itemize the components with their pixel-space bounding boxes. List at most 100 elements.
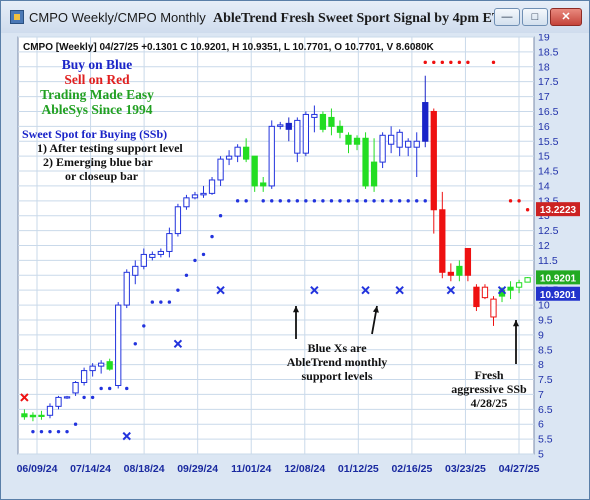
blue-stop-dot: [278, 199, 282, 203]
blue-stop-dot: [39, 429, 44, 434]
blue-stop-dot: [415, 199, 419, 203]
monthly-support-x: [122, 431, 131, 441]
candle-body: [98, 362, 105, 367]
blue-stop-dot: [338, 199, 342, 203]
y-tick-label: 11.5: [538, 255, 558, 267]
candle-body: [132, 265, 139, 276]
blue-stop-dot: [150, 300, 155, 304]
candle-body: [302, 113, 309, 154]
y-tick-label: 8.5: [538, 344, 553, 356]
red-stop-dot: [517, 199, 521, 203]
candle-body: [464, 247, 472, 276]
blue-stop-dot: [363, 199, 368, 203]
y-tick-label: 6: [538, 419, 544, 431]
blue-stop-dot: [389, 199, 393, 203]
y-tick-label: 19: [538, 34, 550, 44]
candle-body: [490, 298, 497, 318]
price-badge: [536, 286, 580, 301]
close-button[interactable]: ✕: [550, 8, 582, 26]
candle-body: [456, 265, 463, 276]
fresh-ssb-annotation: aggressive SSb: [451, 382, 527, 396]
chart-title: AbleTrend Fresh Sweet Sport Signal by 4p…: [212, 11, 502, 26]
monthly-support-x: [173, 339, 183, 348]
y-tick-label: 9: [538, 329, 544, 341]
red-stop-dot: [457, 60, 462, 65]
blue-stop-dot: [406, 199, 410, 203]
x-tick-label: 08/18/24: [124, 463, 165, 475]
price-badge: [536, 202, 580, 217]
blue-stop-dot: [201, 252, 206, 257]
candle-body: [413, 140, 420, 148]
blue-stop-dot: [31, 429, 35, 434]
ssb-note-line: 2) Emerging blue bar: [43, 155, 153, 169]
legend-text: Sell on Red: [64, 72, 130, 87]
blue-stop-dot: [346, 199, 351, 203]
candle-body: [46, 405, 54, 416]
blue-stop-dot: [312, 199, 317, 203]
annotation-arrow: [512, 320, 520, 364]
legend-text: AbleSys Since 1994: [41, 102, 152, 117]
candle-body: [174, 206, 182, 235]
candle-body: [106, 361, 113, 370]
y-tick-label: 17.5: [538, 76, 559, 88]
candle-body: [208, 179, 216, 194]
price-badge: [536, 270, 580, 285]
blue-stop-dot: [218, 214, 223, 218]
ohlc-info-line: CMPO [Weekly] 04/27/25 +0.1301 C 10.9201…: [23, 42, 435, 53]
blue-stop-dot: [142, 324, 146, 328]
candle-body: [285, 122, 292, 130]
candle-body: [336, 125, 344, 133]
window-title: CMPO Weekly/CMPO Monthly AbleTrend Fresh…: [29, 10, 501, 27]
blue-stop-dot: [184, 273, 189, 277]
blue-stop-dot: [73, 422, 78, 426]
fresh-ssb-annotation: Fresh: [474, 368, 503, 382]
monthly-support-x: [446, 285, 456, 295]
blue-stop-dot: [210, 234, 214, 239]
candle-body: [387, 134, 395, 145]
blue-stop-dot: [397, 199, 402, 203]
candle-body: [243, 146, 250, 160]
chart-area[interactable]: 55.566.577.588.599.51010.51111.51212.513…: [9, 34, 583, 497]
blue-stop-dot: [125, 386, 129, 391]
legend-text: Trading Made Easy: [40, 87, 154, 102]
blue-stop-dot: [90, 395, 95, 400]
x-tick-label: 01/12/25: [338, 463, 379, 475]
y-tick-label: 8: [538, 359, 544, 371]
minimize-button[interactable]: —: [494, 8, 520, 26]
y-tick-label: 18: [538, 61, 550, 73]
candle-body: [439, 209, 446, 273]
y-tick-label: 5.5: [538, 434, 553, 446]
candle-body: [319, 113, 327, 130]
x-tick-label: 03/23/25: [445, 463, 486, 475]
maximize-button[interactable]: □: [522, 8, 548, 26]
blue-xs-annotation: Blue Xs are: [307, 341, 367, 355]
candle-body: [21, 413, 28, 418]
candle-body: [89, 365, 96, 372]
candle-body: [63, 396, 71, 399]
candle-body: [473, 286, 480, 308]
candle-body: [268, 125, 275, 187]
y-tick-label: 7.5: [538, 374, 553, 386]
candle-body: [115, 304, 122, 386]
monthly-support-x: [361, 285, 370, 295]
y-tick-label: 18.5: [538, 46, 559, 58]
candle-body: [29, 414, 37, 418]
ssb-note-line: Sweet Spot for Buying (SSb): [22, 127, 167, 141]
candle-body: [234, 146, 241, 157]
candle-body: [507, 286, 514, 291]
x-tick-label: 09/29/24: [177, 463, 218, 475]
price-chart[interactable]: 55.566.577.588.599.51010.51111.51212.513…: [9, 34, 583, 497]
x-tick-label: 02/16/25: [391, 463, 432, 475]
blue-stop-dot: [287, 199, 291, 203]
blue-stop-dot: [48, 429, 52, 434]
blue-stop-dot: [355, 199, 359, 203]
blue-stop-dot: [65, 429, 69, 434]
y-tick-label: 14: [538, 180, 550, 192]
candle-body: [225, 155, 233, 160]
blue-stop-dot: [270, 199, 274, 203]
y-tick-label: 13: [538, 210, 550, 222]
y-tick-label: 17: [538, 91, 550, 103]
candle-body: [524, 277, 531, 283]
candle-body: [345, 134, 352, 145]
blue-stop-dot: [244, 199, 248, 203]
